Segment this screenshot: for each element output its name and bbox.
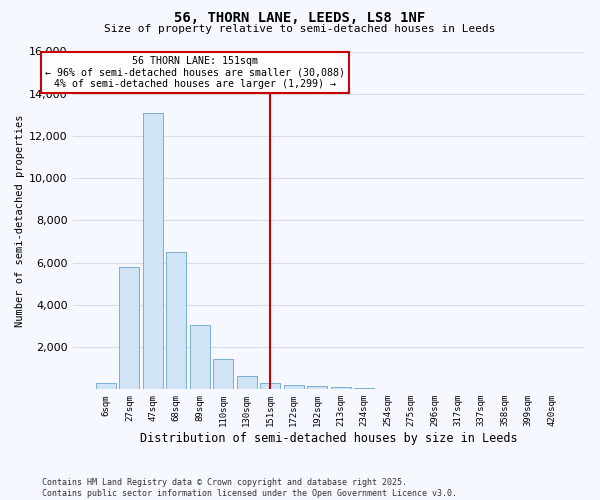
Text: Contains HM Land Registry data © Crown copyright and database right 2025.
Contai: Contains HM Land Registry data © Crown c… (42, 478, 457, 498)
Bar (354, 388, 374, 390)
Bar (331, 387, 350, 390)
Bar (190, 325, 210, 390)
Text: Size of property relative to semi-detached houses in Leeds: Size of property relative to semi-detach… (104, 24, 496, 34)
Bar (96, 383, 116, 390)
Text: 56 THORN LANE: 151sqm
← 96% of semi-detached houses are smaller (30,088)
4% of s: 56 THORN LANE: 151sqm ← 96% of semi-deta… (45, 56, 345, 89)
X-axis label: Distribution of semi-detached houses by size in Leeds: Distribution of semi-detached houses by … (140, 432, 518, 445)
Bar (307, 386, 327, 390)
Bar (166, 252, 186, 390)
Y-axis label: Number of semi-detached properties: Number of semi-detached properties (15, 114, 25, 326)
Bar (237, 376, 257, 390)
Text: 56, THORN LANE, LEEDS, LS8 1NF: 56, THORN LANE, LEEDS, LS8 1NF (175, 11, 425, 25)
Bar (260, 384, 280, 390)
Bar (143, 112, 163, 390)
Bar (213, 358, 233, 390)
Bar (119, 267, 139, 390)
Bar (284, 385, 304, 390)
